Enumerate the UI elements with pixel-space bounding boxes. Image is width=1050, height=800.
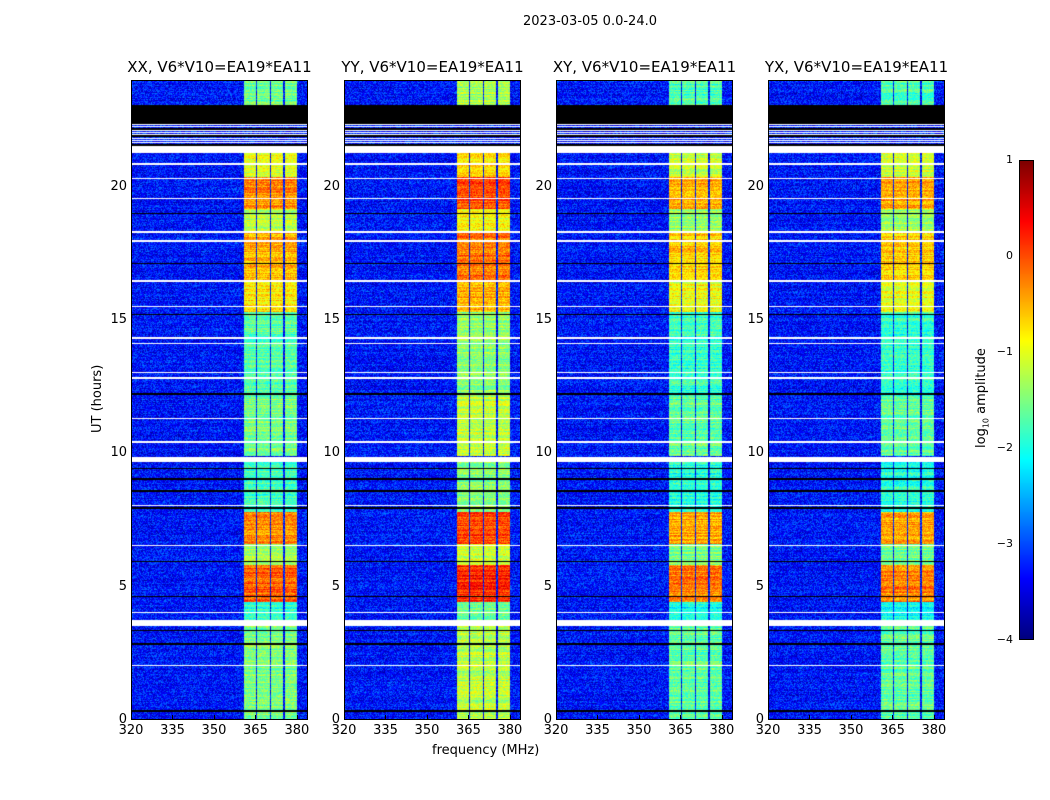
y-tick-label: 10 xyxy=(747,445,764,461)
y-tick-label: 20 xyxy=(747,178,764,194)
x-tick-label: 320 xyxy=(118,723,144,738)
x-tick-mark xyxy=(468,715,470,720)
x-tick-label: 335 xyxy=(160,723,185,738)
y-tick-label: 5 xyxy=(118,578,127,594)
x-tick-mark xyxy=(344,715,345,720)
y-tick-label: 15 xyxy=(323,312,340,327)
heatmap-cells xyxy=(345,81,520,719)
colorbar-tick-label: −4 xyxy=(996,633,1013,646)
y-tick-label: 10 xyxy=(323,445,340,461)
x-tick-label: 380 xyxy=(709,723,735,738)
y-tick-label: 20 xyxy=(535,178,552,194)
figure-title: 2023-03-05 0.0-24.0 xyxy=(523,14,657,29)
y-tick-label: 0 xyxy=(118,712,127,727)
x-tick-label: 380 xyxy=(284,723,310,738)
x-tick-label: 350 xyxy=(201,723,227,738)
x-tick-mark xyxy=(556,715,557,720)
y-tick-label: 5 xyxy=(543,578,552,594)
heatmap-cells xyxy=(769,81,944,719)
x-tick-mark xyxy=(509,715,511,720)
x-tick-mark xyxy=(680,715,682,720)
y-tick-label: 0 xyxy=(331,712,340,727)
x-tick-mark xyxy=(597,715,599,720)
colorbar xyxy=(1019,160,1034,640)
x-tick-label: 365 xyxy=(456,723,481,738)
x-tick-label: 350 xyxy=(626,723,652,738)
x-tick-label: 350 xyxy=(838,723,864,738)
x-tick-label: 335 xyxy=(797,723,822,738)
x-tick-label: 380 xyxy=(921,723,947,738)
x-tick-label: 380 xyxy=(497,723,523,738)
y-tick-label: 15 xyxy=(535,312,552,327)
colorbar-label: log10 amplitude xyxy=(974,348,991,448)
x-tick-label: 320 xyxy=(543,723,569,738)
y-tick-label: 15 xyxy=(110,312,127,327)
x-tick-mark xyxy=(638,715,640,720)
x-tick-mark xyxy=(172,715,174,720)
heatmap-panel-3 xyxy=(768,80,945,720)
x-tick-mark xyxy=(255,715,257,720)
x-tick-label: 365 xyxy=(668,723,693,738)
x-tick-mark xyxy=(850,715,852,720)
x-tick-mark xyxy=(721,715,723,720)
colorbar-tick-label: −2 xyxy=(996,441,1013,454)
panel-title: YY, V6*V10=EA19*EA11 xyxy=(341,58,524,76)
colorbar-tick-label: −3 xyxy=(996,537,1013,550)
x-tick-label: 320 xyxy=(755,723,781,738)
x-tick-label: 365 xyxy=(243,723,268,738)
colorbar-tick-label: −1 xyxy=(996,345,1013,358)
x-tick-mark xyxy=(768,715,769,720)
y-tick-label: 15 xyxy=(747,312,764,327)
colorbar-tick-label: 0 xyxy=(1006,249,1013,262)
x-tick-mark xyxy=(809,715,811,720)
y-tick-label: 10 xyxy=(535,445,552,461)
heatmap-panel-2 xyxy=(556,80,733,720)
x-tick-mark xyxy=(426,715,428,720)
colorbar-tick-label: 1 xyxy=(1006,153,1013,166)
x-tick-mark xyxy=(385,715,387,720)
x-tick-label: 350 xyxy=(414,723,440,738)
heatmap-cells xyxy=(132,81,307,719)
x-tick-mark xyxy=(131,715,132,720)
x-tick-mark xyxy=(933,715,935,720)
x-tick-mark xyxy=(296,715,298,720)
panel-title: XX, V6*V10=EA19*EA11 xyxy=(127,58,312,76)
y-tick-label: 20 xyxy=(323,178,340,194)
x-tick-label: 320 xyxy=(331,723,357,738)
y-tick-label: 10 xyxy=(110,445,127,461)
x-tick-label: 335 xyxy=(373,723,398,738)
y-tick-label: 0 xyxy=(543,712,552,727)
y-tick-label: 5 xyxy=(331,578,340,594)
y-axis-label: UT (hours) xyxy=(90,364,105,433)
x-tick-mark xyxy=(213,715,215,720)
heatmap-panel-1 xyxy=(344,80,521,720)
heatmap-panel-0 xyxy=(131,80,308,720)
x-axis-label: frequency (MHz) xyxy=(432,743,540,758)
x-tick-mark xyxy=(892,715,894,720)
y-tick-label: 20 xyxy=(110,178,127,194)
heatmap-cells xyxy=(557,81,732,719)
panel-title: XY, V6*V10=EA19*EA11 xyxy=(552,58,737,76)
panel-title: YX, V6*V10=EA19*EA11 xyxy=(764,58,949,76)
y-tick-label: 5 xyxy=(755,578,764,594)
x-tick-label: 335 xyxy=(585,723,610,738)
x-tick-label: 365 xyxy=(880,723,905,738)
y-tick-label: 0 xyxy=(755,712,764,727)
